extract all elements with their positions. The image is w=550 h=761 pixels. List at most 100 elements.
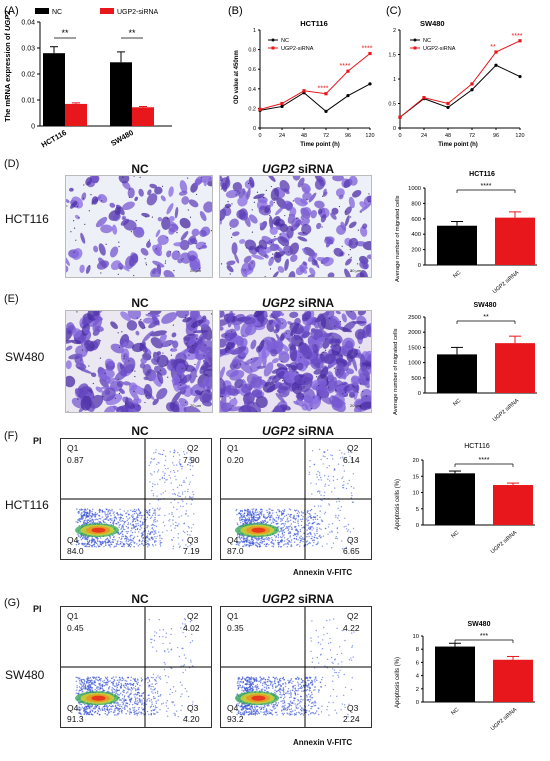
- event: [245, 543, 248, 546]
- event: [298, 712, 301, 714]
- event: [156, 535, 158, 538]
- event: [151, 527, 153, 530]
- event: [121, 514, 124, 517]
- legend-swatch-sirna: [100, 8, 114, 14]
- event: [285, 543, 287, 545]
- event: [281, 712, 283, 715]
- event: [310, 517, 312, 520]
- stained-cell: [259, 222, 264, 228]
- stained-cell: [199, 229, 207, 238]
- event: [263, 515, 265, 517]
- event: [342, 464, 344, 467]
- stained-cell: [177, 258, 183, 264]
- event: [253, 537, 256, 539]
- event: [235, 509, 237, 512]
- event: [184, 531, 186, 534]
- event: [179, 681, 182, 684]
- event: [314, 521, 316, 523]
- event: [306, 694, 308, 697]
- event: [127, 545, 130, 547]
- event: [118, 689, 120, 692]
- stained-cell: [334, 362, 345, 378]
- event: [89, 512, 91, 514]
- event: [100, 687, 103, 689]
- event: [150, 712, 152, 715]
- pore: [292, 200, 294, 202]
- event: [271, 509, 273, 512]
- event: [283, 508, 286, 511]
- quadrant-q3-value: 4.20: [183, 714, 200, 724]
- event: [154, 688, 156, 691]
- event: [106, 682, 108, 684]
- event: [99, 521, 101, 523]
- event: [318, 474, 321, 477]
- event: [152, 692, 154, 694]
- event: [111, 677, 113, 679]
- event: [105, 544, 107, 546]
- stained-cell: [84, 328, 90, 334]
- pore: [188, 354, 190, 356]
- y-tick-label: 20: [413, 458, 419, 464]
- event: [139, 700, 142, 702]
- event: [153, 635, 156, 637]
- event: [147, 513, 149, 515]
- event: [86, 514, 89, 517]
- pore: [231, 203, 233, 205]
- stained-cell: [104, 405, 116, 412]
- quadrant-q2-label: Q2: [347, 443, 359, 453]
- event: [149, 481, 151, 483]
- event: [347, 523, 350, 526]
- pore: [322, 195, 324, 197]
- event: [115, 676, 117, 678]
- event: [350, 539, 352, 541]
- event: [264, 520, 267, 523]
- pore: [117, 378, 119, 380]
- event: [278, 531, 281, 533]
- event: [343, 470, 346, 472]
- event: [94, 536, 97, 539]
- event: [139, 520, 141, 522]
- stained-cell: [271, 371, 285, 384]
- event: [253, 543, 255, 545]
- event: [77, 540, 80, 542]
- event: [77, 533, 79, 535]
- event: [297, 539, 299, 541]
- event: [321, 499, 323, 502]
- pore: [229, 397, 231, 399]
- event: [275, 535, 278, 538]
- event: [185, 544, 187, 546]
- event: [102, 706, 105, 708]
- event: [156, 706, 158, 709]
- event: [139, 701, 141, 704]
- event: [129, 546, 132, 548]
- stained-cell: [361, 259, 368, 270]
- chart-e: SW480 Average number of migrated cells 0…: [393, 302, 537, 423]
- event: [84, 712, 86, 714]
- stained-cell: [274, 206, 284, 216]
- event: [119, 513, 122, 515]
- event: [109, 537, 111, 539]
- event: [191, 665, 194, 667]
- event: [86, 542, 89, 545]
- event: [279, 693, 281, 696]
- stained-cell: [194, 390, 203, 396]
- event: [153, 510, 155, 512]
- event: [84, 511, 87, 513]
- event: [154, 683, 157, 685]
- event: [159, 545, 162, 547]
- event: [113, 688, 116, 691]
- event: [277, 702, 280, 704]
- event: [281, 536, 283, 539]
- event: [258, 546, 261, 548]
- event: [165, 705, 168, 707]
- stained-cell: [300, 215, 305, 221]
- event: [250, 522, 252, 524]
- event: [241, 676, 244, 678]
- event: [300, 535, 302, 537]
- stained-cell: [283, 188, 290, 195]
- stained-cell: [66, 199, 70, 204]
- event: [189, 620, 192, 623]
- stained-cell: [191, 228, 200, 237]
- event: [289, 536, 291, 538]
- event: [323, 475, 326, 477]
